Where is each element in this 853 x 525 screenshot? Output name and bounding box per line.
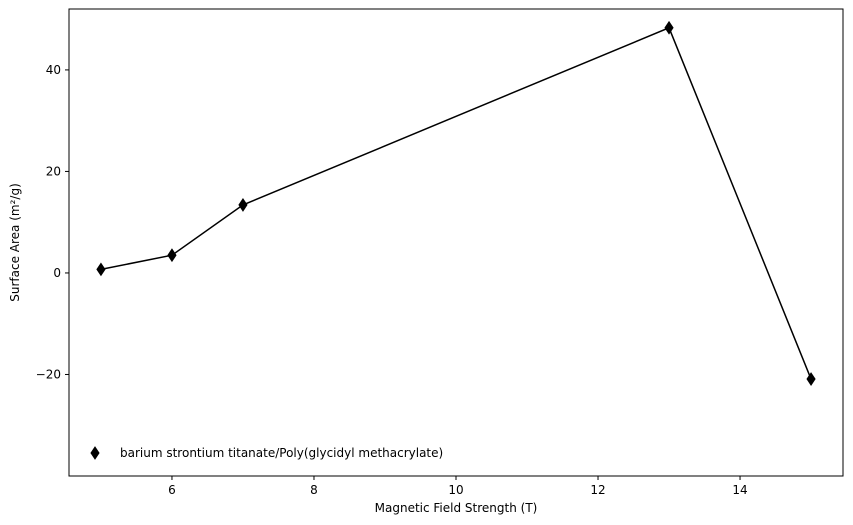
legend: barium strontium titanate/Poly(glycidyl … xyxy=(90,446,443,460)
legend-marker xyxy=(90,446,100,460)
legend-label: barium strontium titanate/Poly(glycidyl … xyxy=(120,446,443,460)
x-tick-label: 10 xyxy=(448,483,463,497)
data-point-marker xyxy=(664,20,674,35)
x-axis-label: Magnetic Field Strength (T) xyxy=(375,501,538,515)
data-point-marker xyxy=(806,372,816,386)
legend-marker-icon xyxy=(90,446,100,460)
y-tick-label: 40 xyxy=(46,63,61,77)
y-axis-label: Surface Area (m²/g) xyxy=(8,183,22,301)
y-tick-label: −20 xyxy=(36,367,61,381)
x-tick-label: 14 xyxy=(732,483,747,497)
data-point-marker xyxy=(96,262,106,277)
x-tick-label: 6 xyxy=(168,483,176,497)
plot-area xyxy=(68,8,844,477)
data-point-marker xyxy=(238,198,248,212)
y-tick-label: 0 xyxy=(53,266,61,280)
series-layer xyxy=(96,20,816,386)
data-point-marker xyxy=(167,248,177,263)
x-tick-label: 12 xyxy=(590,483,605,497)
y-tick-label: 20 xyxy=(46,164,61,178)
y-axis: −20 0 20 40 xyxy=(36,63,69,381)
x-axis: 6 8 10 12 14 xyxy=(168,476,748,497)
x-tick-label: 8 xyxy=(310,483,318,497)
